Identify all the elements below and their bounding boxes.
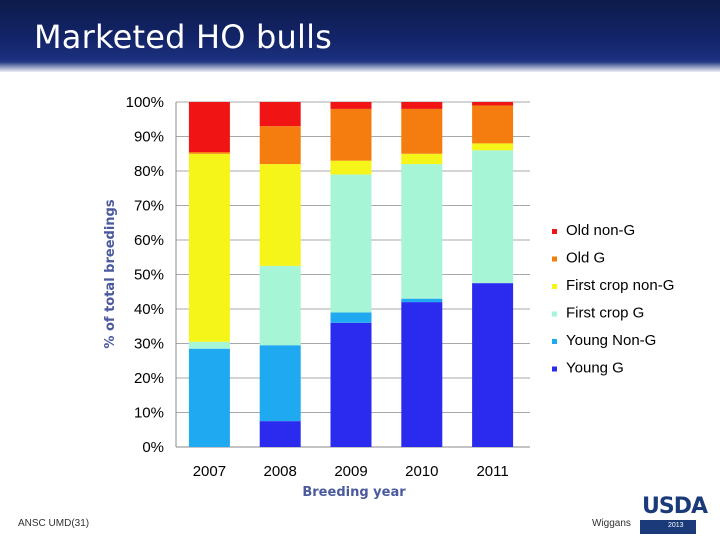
bar-segment bbox=[259, 102, 301, 127]
x-axis-title: Breeding year bbox=[302, 485, 406, 500]
x-tick-label: 2011 bbox=[476, 463, 508, 480]
legend-label: Old G bbox=[566, 250, 605, 267]
legend-swatch bbox=[552, 256, 557, 262]
bar-segment bbox=[188, 102, 230, 153]
x-tick-label: 2010 bbox=[405, 463, 438, 480]
y-axis-title: % of total breedings bbox=[103, 199, 118, 348]
slide-title: Marketed HO bulls bbox=[34, 18, 333, 56]
bar-segment bbox=[188, 348, 230, 447]
x-tick-label: 2009 bbox=[334, 463, 367, 480]
y-tick-label: 30% bbox=[134, 336, 164, 353]
usda-logo-year: 2013 bbox=[668, 522, 684, 529]
usda-logo-text: USDA bbox=[642, 494, 708, 519]
y-tick-label: 60% bbox=[134, 232, 164, 249]
bar-segment bbox=[188, 152, 230, 154]
bar-segment bbox=[401, 153, 443, 165]
legend-swatch bbox=[552, 229, 557, 234]
legend-label: Old non-G bbox=[566, 222, 635, 239]
y-tick-label: 50% bbox=[134, 267, 164, 284]
bar-segment bbox=[259, 421, 301, 447]
bar-segment bbox=[330, 322, 372, 447]
usda-logo-bar bbox=[640, 520, 696, 534]
y-tick-label: 90% bbox=[134, 129, 164, 146]
bar-segment bbox=[330, 312, 372, 323]
footer-author: Wiggans bbox=[592, 518, 631, 529]
legend-label: First crop non-G bbox=[566, 277, 674, 294]
bar-segment bbox=[188, 153, 230, 342]
bar-segment bbox=[472, 102, 514, 106]
bar-segment bbox=[259, 345, 301, 422]
bar-segment bbox=[401, 102, 443, 109]
bar-segment bbox=[259, 265, 301, 346]
title-bar: Marketed HO bulls bbox=[0, 0, 720, 72]
x-tick-label: 2007 bbox=[193, 463, 226, 480]
bar-segment bbox=[330, 102, 372, 109]
bar-segment bbox=[401, 108, 443, 154]
usda-logo: USDA 2013 bbox=[640, 494, 708, 534]
title-bar-fade bbox=[0, 62, 720, 72]
y-tick-label: 0% bbox=[142, 439, 164, 456]
bar-segment bbox=[259, 126, 301, 165]
bar-segment bbox=[472, 150, 514, 284]
y-tick-label: 80% bbox=[134, 163, 164, 180]
legend-swatch bbox=[552, 339, 557, 344]
bar-segment bbox=[401, 164, 443, 299]
y-tick-label: 100% bbox=[126, 94, 164, 111]
bar-segment bbox=[330, 174, 372, 313]
bar-segment bbox=[472, 143, 514, 151]
bar-segment bbox=[259, 164, 301, 266]
y-tick-label: 10% bbox=[134, 405, 164, 422]
bar-segment bbox=[472, 283, 514, 447]
legend-label: First crop G bbox=[566, 305, 644, 322]
x-tick-label: 2008 bbox=[264, 463, 297, 480]
y-tick-label: 40% bbox=[134, 301, 164, 318]
footer-course-label: ANSC UMD(31) bbox=[18, 518, 90, 529]
legend-swatch bbox=[552, 366, 557, 372]
y-tick-label: 20% bbox=[134, 370, 164, 387]
legend-label: Young G bbox=[566, 360, 624, 377]
bar-segment bbox=[330, 108, 372, 161]
bar-segment bbox=[330, 160, 372, 175]
bar-segment bbox=[401, 298, 443, 303]
legend-swatch bbox=[552, 311, 557, 317]
y-tick-label: 70% bbox=[134, 198, 164, 215]
bar-segment bbox=[401, 302, 443, 447]
bar-segment bbox=[472, 105, 514, 144]
legend-swatch bbox=[552, 284, 557, 289]
legend-label: Young Non-G bbox=[566, 332, 656, 349]
bar-segment bbox=[188, 341, 230, 349]
